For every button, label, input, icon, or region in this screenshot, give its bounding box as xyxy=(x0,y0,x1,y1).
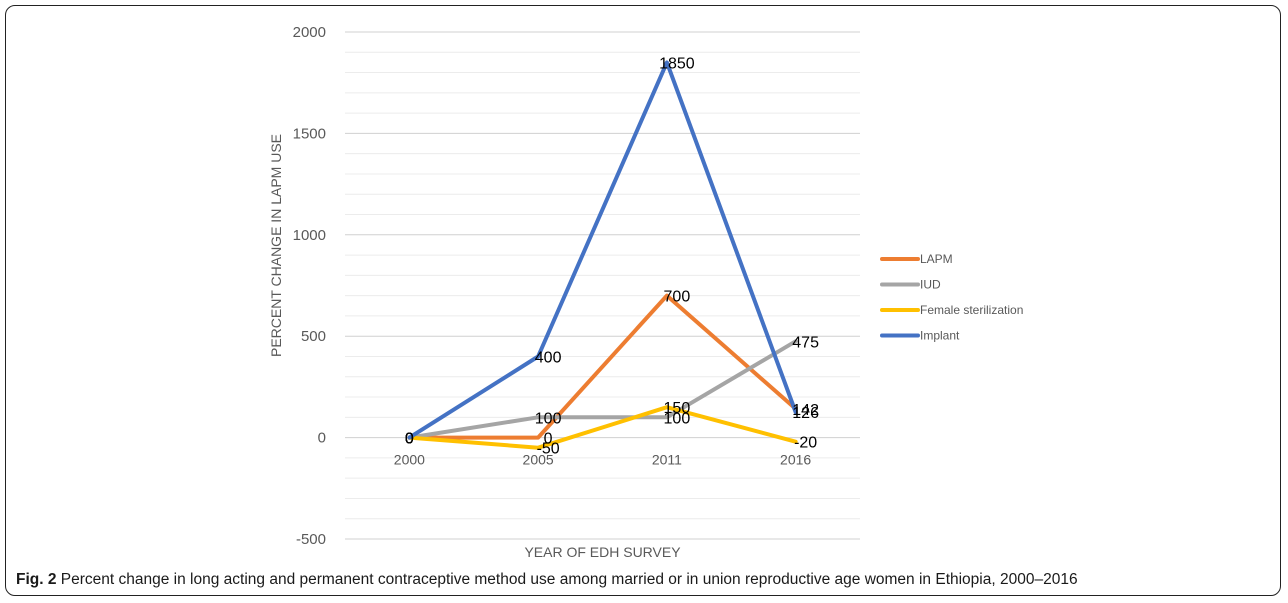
data-label: 0 xyxy=(405,431,414,448)
data-label: 0 xyxy=(405,431,414,448)
data-label: 1850 xyxy=(659,55,695,72)
series-line-implant xyxy=(407,60,798,440)
data-label: 100 xyxy=(535,410,562,427)
data-label: 400 xyxy=(535,349,562,366)
series-line-lapm xyxy=(407,293,798,440)
y-tick-label: -500 xyxy=(296,531,326,548)
data-label: 150 xyxy=(664,400,691,417)
data-label: 700 xyxy=(664,289,691,306)
legend-label: Female sterilization xyxy=(920,303,1023,317)
y-axis-label: PERCENT CHANGE IN LAPM USE xyxy=(268,134,284,357)
data-label: 475 xyxy=(792,334,819,351)
caption-text: Percent change in long acting and perman… xyxy=(60,571,1078,588)
series xyxy=(407,60,798,450)
x-tick-label: 2005 xyxy=(523,452,554,468)
legend: LAPM IUD Female sterilization Implant xyxy=(880,252,1023,343)
legend-label: IUD xyxy=(920,278,941,292)
data-label: 142 xyxy=(792,402,819,419)
x-tick-label: 2000 xyxy=(394,452,425,468)
data-label: 126 xyxy=(792,405,819,422)
y-tick-label: 500 xyxy=(301,328,326,345)
x-axis-label: YEAR OF EDH SURVEY xyxy=(524,544,681,560)
y-tick-label: 1000 xyxy=(293,227,326,244)
data-label: 0 xyxy=(405,431,414,448)
series-line-female-sterilization xyxy=(407,405,798,450)
y-tick-label: 1500 xyxy=(293,125,326,142)
x-tick-label: 2016 xyxy=(780,452,811,468)
y-tick-label: 2000 xyxy=(293,24,326,41)
legend-label: LAPM xyxy=(920,252,953,266)
y-axis: -500 0 500 1000 1500 2000 xyxy=(293,24,326,548)
grid xyxy=(345,31,860,540)
data-label: 0 xyxy=(405,431,414,448)
figure-number: Fig. 2 xyxy=(16,571,57,588)
figure-caption: Fig. 2 Percent change in long acting and… xyxy=(16,571,1278,589)
data-label: -50 xyxy=(537,441,560,458)
data-label: 100 xyxy=(664,410,691,427)
x-tick-label: 2011 xyxy=(652,452,682,468)
legend-label: Implant xyxy=(920,329,960,343)
x-axis: 2000 2005 2011 2016 xyxy=(394,452,812,468)
y-tick-label: 0 xyxy=(318,430,326,447)
figure-frame xyxy=(5,5,1281,596)
data-label: -20 xyxy=(794,435,817,452)
series-line-iud xyxy=(407,339,798,440)
data-label: 0 xyxy=(544,431,553,448)
